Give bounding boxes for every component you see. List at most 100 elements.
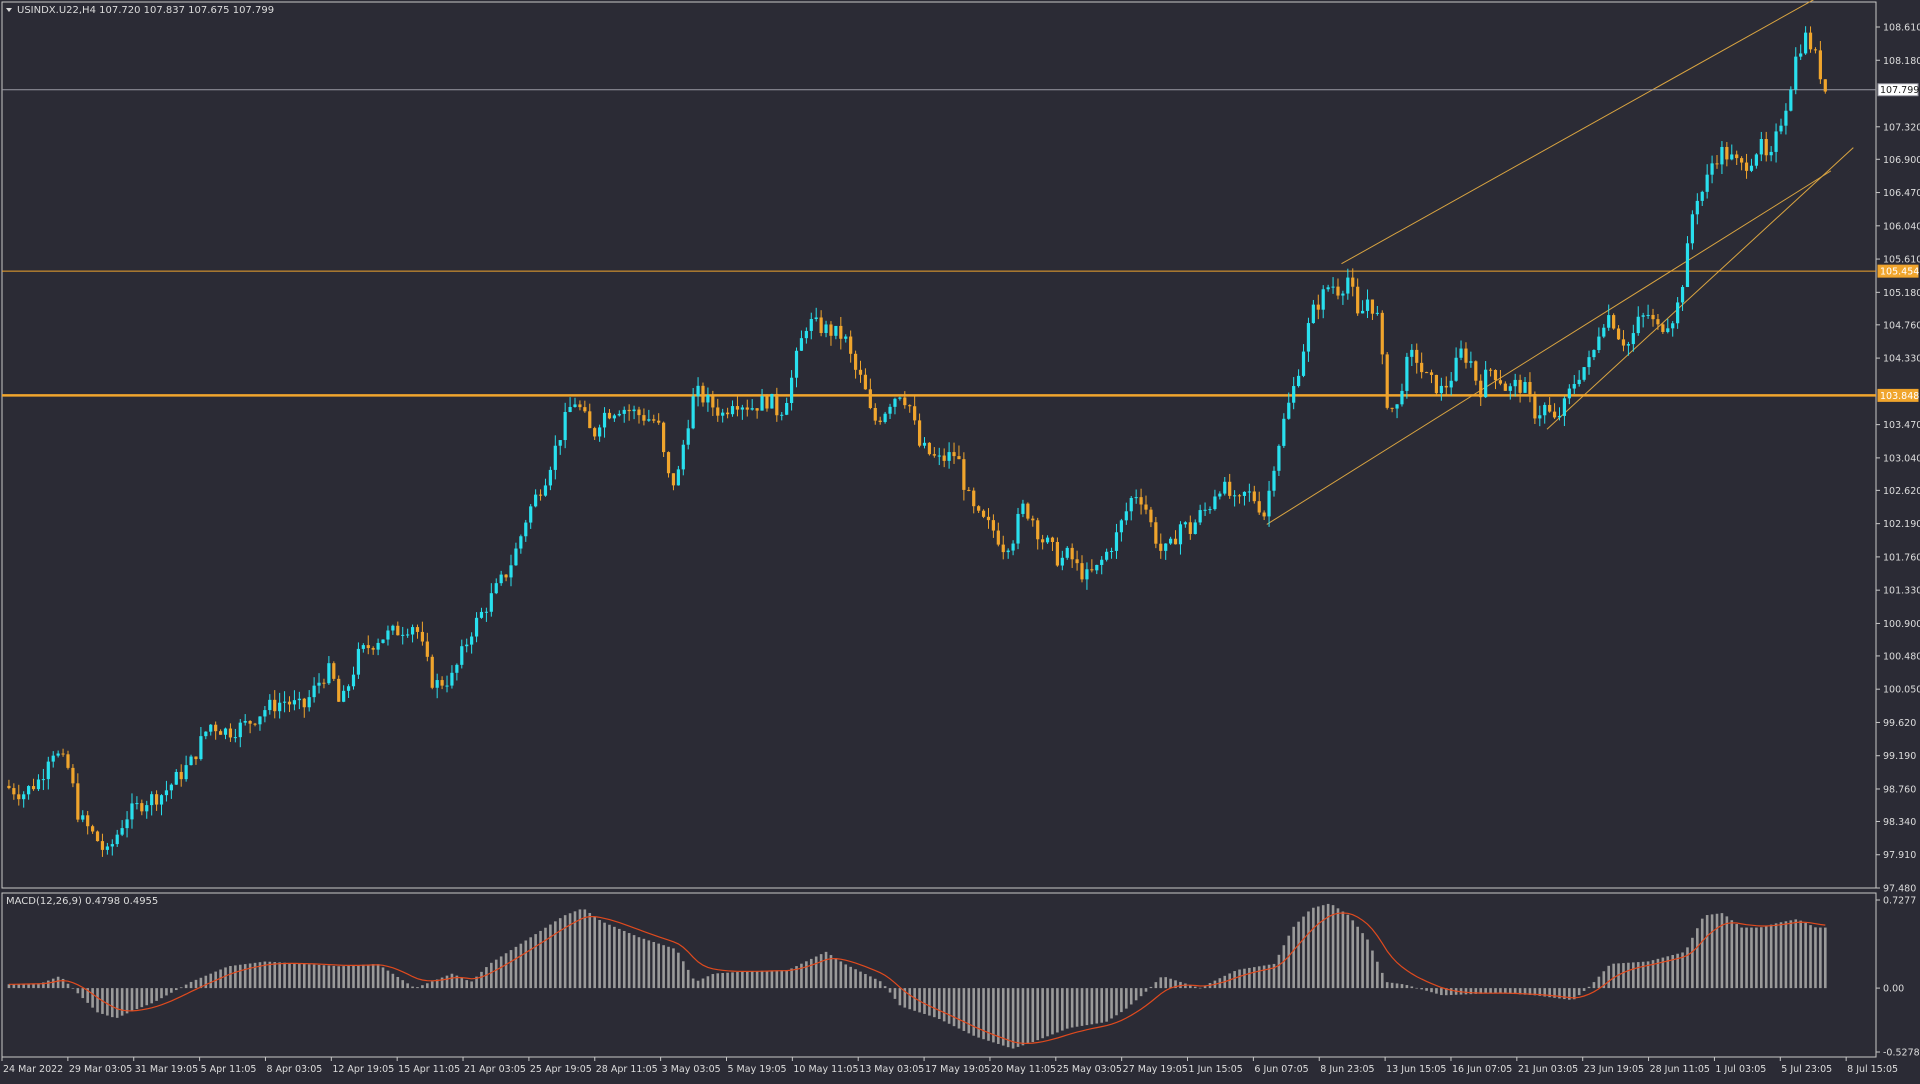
macd-histogram-bar: [1095, 988, 1099, 1024]
candle-body: [41, 779, 45, 781]
macd-histogram-bar: [91, 988, 94, 1008]
x-tick-label: 8 Apr 03:05: [266, 1064, 322, 1075]
macd-histogram-bar: [967, 988, 971, 1034]
candle-body: [366, 645, 370, 649]
macd-tick-label: -0.5278: [1883, 1048, 1920, 1059]
candle-body: [307, 697, 311, 708]
candle-body: [51, 755, 55, 762]
macd-histogram-bar: [490, 962, 493, 989]
macd-histogram-bar: [1651, 960, 1655, 989]
regression-channel[interactable]: [1266, 0, 1854, 525]
candle-body: [583, 407, 587, 412]
candle-body: [1700, 191, 1704, 201]
macd-histogram-bar: [701, 978, 705, 989]
macd-histogram-bar: [317, 964, 321, 989]
candle-body: [71, 767, 75, 784]
candle-body: [1479, 380, 1483, 398]
candle-body: [386, 630, 390, 640]
macd-histogram-bar: [1449, 988, 1453, 995]
x-tick-label: 1 Jun 15:05: [1189, 1064, 1243, 1075]
macd-histogram-bar: [883, 986, 887, 989]
candle-body: [735, 406, 740, 410]
macd-histogram-bar: [1243, 968, 1246, 989]
macd-histogram-bar: [106, 988, 109, 1016]
candle-body: [1725, 146, 1729, 160]
macd-histogram-bar: [1011, 988, 1015, 1049]
candle-body: [1710, 163, 1714, 175]
macd-histogram-bar: [170, 988, 173, 993]
candle-body: [332, 663, 336, 679]
candle-body: [1080, 563, 1084, 580]
macd-histogram-bar: [494, 959, 498, 989]
candle-body: [1621, 339, 1626, 346]
candle-body: [1769, 151, 1773, 156]
macd-histogram-bar: [1715, 913, 1719, 989]
candle-body: [662, 422, 666, 453]
macd-histogram-bar: [1031, 988, 1035, 1043]
macd-histogram-bar: [234, 965, 237, 989]
candle-body: [573, 404, 577, 407]
candle-body: [1715, 163, 1719, 165]
candle-body: [804, 330, 808, 339]
candle-body: [1085, 569, 1089, 580]
macd-histogram-bar: [1760, 927, 1763, 989]
macd-histogram-bar: [263, 961, 267, 989]
candle-body: [410, 627, 415, 635]
macd-histogram-bar: [1499, 988, 1502, 994]
candle-body: [1095, 564, 1099, 571]
time-axis[interactable]: 24 Mar 2022 29 Mar 03:05 31 Mar 19:05 5 Apr…: [1, 1057, 1898, 1075]
horizontal-levels[interactable]: [2, 89, 1876, 397]
macd-histogram-bar: [165, 988, 168, 996]
candle-body: [450, 672, 454, 686]
macd-histogram-bar: [1769, 924, 1773, 989]
menu-triangle-icon[interactable]: [6, 8, 12, 12]
candle-body: [184, 765, 188, 780]
macd-histogram-bar: [293, 963, 296, 989]
candle-body: [415, 627, 420, 632]
y-tick-label: 108.180: [1883, 56, 1920, 67]
macd-histogram-bar: [878, 981, 882, 989]
macd-histogram-bar: [327, 965, 331, 989]
candle-body: [346, 686, 351, 691]
macd-histogram-bar: [824, 951, 828, 989]
candle-body: [504, 574, 508, 578]
macd-histogram-bar: [337, 966, 341, 989]
y-tick-label: 105.180: [1883, 288, 1920, 299]
macd-histogram-bar: [1814, 927, 1817, 989]
price-axis[interactable]: 108.610 108.180 107.320 106.900 106.470 106.0…: [1876, 23, 1920, 895]
macd-histogram-bar: [1543, 988, 1547, 997]
candle-body: [716, 407, 720, 416]
candle-body: [1316, 304, 1320, 310]
macd-histogram-bar: [1331, 905, 1335, 989]
macd-histogram-bar: [66, 983, 70, 989]
candle-body: [22, 794, 26, 800]
candle-body: [1779, 125, 1783, 132]
macd-histogram-bar: [411, 986, 414, 989]
macd-histogram-bar: [1134, 988, 1138, 1001]
candle-body: [401, 634, 405, 636]
candle-body: [1538, 415, 1542, 419]
macd-histogram-bar: [440, 977, 444, 989]
y-tick-label: 98.340: [1883, 817, 1916, 828]
candle-body: [1375, 312, 1379, 314]
y-tick-label: 100.900: [1883, 619, 1920, 630]
candle-body: [337, 678, 341, 702]
macd-histogram-bar: [987, 988, 990, 1041]
macd-histogram-bar: [1602, 971, 1606, 989]
candle-body: [1154, 522, 1158, 544]
macd-histogram-bar: [1809, 925, 1812, 989]
macd-histogram-bar: [1184, 983, 1187, 989]
macd-histogram-bar: [1361, 933, 1364, 989]
macd-histogram-bar: [47, 980, 50, 989]
candle-body: [1208, 509, 1212, 511]
candle-body: [1159, 543, 1163, 551]
main-plot-frame: [1, 1, 1877, 889]
candle-body: [31, 786, 36, 790]
y-tick-label: 106.040: [1883, 221, 1920, 232]
macd-histogram-bar: [1661, 957, 1665, 989]
macd-histogram-bar: [1597, 976, 1601, 989]
candle-body: [1730, 154, 1734, 160]
macd-histogram-bar: [362, 964, 365, 989]
